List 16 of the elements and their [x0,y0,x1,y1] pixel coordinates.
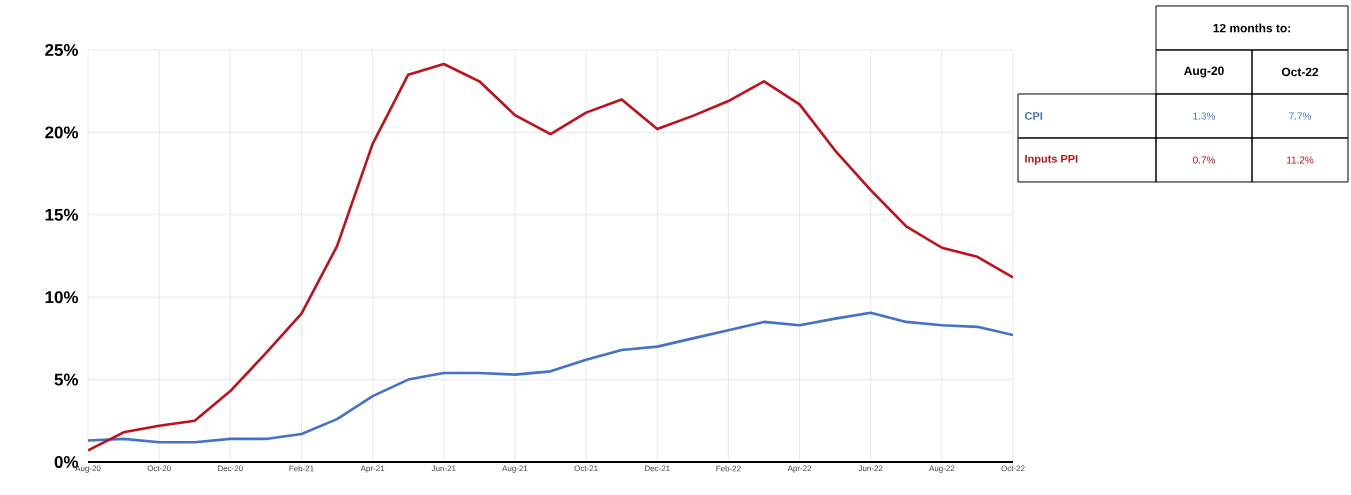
data-label: 1.3% [1193,112,1216,120]
y-tick-label: 20% [45,126,79,139]
y-tick-label: 10% [45,291,79,304]
data-label: 7.7% [1289,112,1312,120]
y-tick-label: 15% [45,208,79,221]
category-label: Aug-20 [1184,66,1224,78]
data-label: 0.7% [1193,156,1216,164]
category-label: Oct-22 [1281,67,1319,77]
line-series [88,311,1014,444]
data-label: 11.2% [1287,156,1314,164]
legend-label: Inputs PPI [1025,155,1078,165]
y-tick-label: 5% [54,373,79,386]
text: 12 months to: [1213,23,1291,33]
legend-label: CPI [1024,112,1043,120]
line-series [88,62,1014,452]
y-tick-label: 25% [45,43,79,56]
